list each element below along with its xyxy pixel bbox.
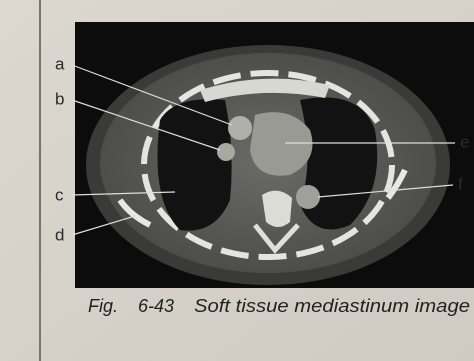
scapula-left [385, 168, 408, 200]
label-e: e [460, 132, 469, 151]
leader-line [71, 191, 176, 196]
label-d: d [55, 225, 64, 244]
label-c: c [55, 185, 64, 204]
vertebra [262, 190, 292, 227]
leader-line [71, 64, 233, 126]
leader-line [71, 215, 136, 236]
spinous-process [253, 223, 300, 254]
descending-aorta [296, 185, 320, 209]
vessel [228, 116, 252, 140]
aorta-arch [250, 112, 313, 176]
scapula-right [117, 198, 152, 228]
label-b: b [55, 89, 64, 108]
label-a: a [55, 54, 65, 73]
sternum [200, 78, 330, 102]
caption-title: Soft tissue mediastinum image [194, 296, 470, 316]
label-f: f [458, 174, 463, 193]
ct-image [71, 22, 474, 288]
right-lung [157, 99, 232, 231]
leader-line [71, 99, 221, 151]
leader-line [317, 184, 454, 198]
vessel [217, 143, 235, 161]
caption-prefix: Fig. [88, 296, 118, 316]
caption-number: 6-43 [138, 296, 174, 316]
rib-cage [141, 70, 395, 260]
